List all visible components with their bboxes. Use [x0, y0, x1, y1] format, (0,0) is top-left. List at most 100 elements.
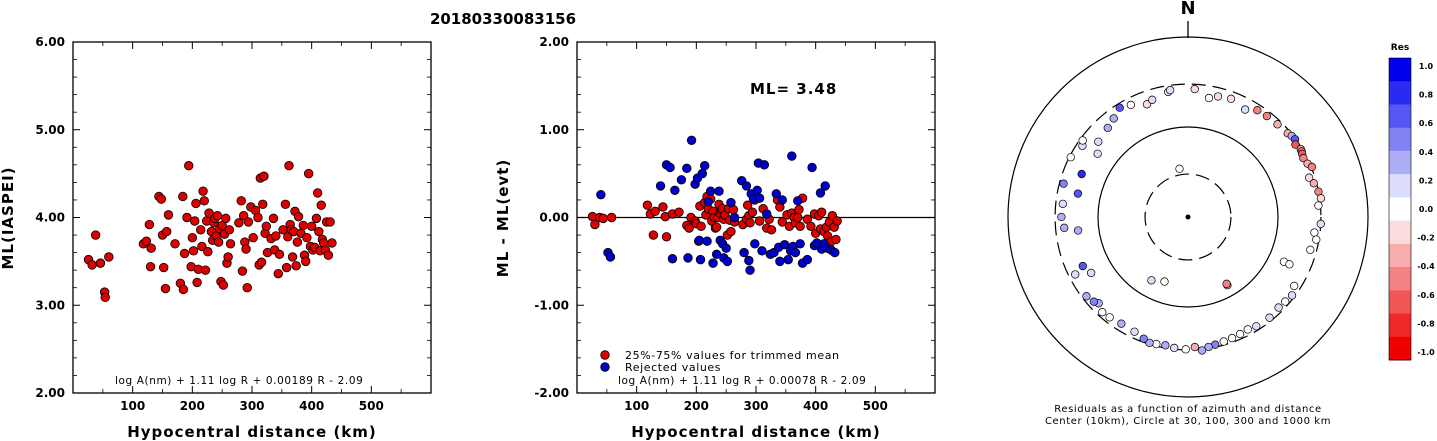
- distance-ring-300: [1054, 83, 1322, 351]
- data-point: [777, 217, 787, 227]
- data-point: [158, 262, 169, 273]
- data-point: [170, 239, 180, 249]
- station-residual-point: [1078, 261, 1087, 271]
- data-point: [757, 246, 767, 256]
- station-residual-point: [1105, 313, 1114, 322]
- data-point: [242, 283, 252, 293]
- station-residual-point: [1299, 154, 1308, 163]
- left-data-points: [83, 161, 337, 303]
- data-point: [605, 252, 616, 262]
- data-point: [182, 212, 192, 223]
- data-point: [754, 193, 765, 203]
- middle-tick-marks: [577, 41, 935, 394]
- colorbar-cell: [1389, 197, 1411, 222]
- data-point: [280, 199, 291, 210]
- station-residual-point: [1086, 268, 1096, 278]
- station-residual-point: [1115, 103, 1124, 112]
- station-residual-point: [1059, 179, 1068, 188]
- colorbar-tick-label: 0.8: [1419, 91, 1434, 100]
- data-point: [684, 223, 694, 233]
- data-point: [744, 255, 754, 266]
- data-point: [191, 198, 201, 209]
- data-point: [655, 181, 666, 191]
- left-tick-marks: [73, 41, 431, 394]
- middle-legend: 25%-75% values for trimmed mean Rejected…: [600, 349, 839, 374]
- x-tick-label: 400: [299, 399, 324, 413]
- data-point: [197, 241, 207, 252]
- data-point: [187, 232, 198, 243]
- data-point: [274, 249, 285, 260]
- data-point: [234, 218, 244, 228]
- data-point: [729, 212, 740, 223]
- distance-ring-1000: [1007, 36, 1369, 398]
- colorbar-cell: [1389, 174, 1411, 198]
- station-residual-point: [1253, 106, 1262, 115]
- data-point: [795, 239, 805, 249]
- data-point: [670, 185, 680, 195]
- colorbar-tick-label: 0.0: [1419, 205, 1434, 214]
- data-point: [179, 248, 190, 259]
- data-point: [306, 221, 317, 231]
- data-point: [314, 226, 324, 237]
- station-residual-point: [1291, 140, 1300, 149]
- data-point: [759, 160, 770, 170]
- data-point: [777, 195, 787, 205]
- data-point: [787, 151, 797, 161]
- polar-center-dot: [1185, 214, 1191, 220]
- data-point: [141, 236, 152, 246]
- data-point: [697, 168, 708, 179]
- station-residual-point: [1160, 277, 1169, 286]
- station-residual-point: [1094, 137, 1103, 146]
- station-residual-point: [1089, 297, 1099, 306]
- colorbar-tick-label: -1.0: [1417, 348, 1435, 357]
- data-point: [312, 188, 323, 198]
- y-tick-label: -1.00: [534, 298, 569, 312]
- colorbar-cell: [1389, 58, 1411, 82]
- station-residual-point: [1071, 270, 1080, 279]
- data-point: [699, 161, 710, 171]
- left-y-tick-labels: 2.00 3.00 4.00 5.00 6.00: [35, 35, 65, 400]
- station-residual-point: [1152, 339, 1161, 349]
- data-point: [726, 197, 736, 208]
- left-x-axis-label: Hypocentral distance (km): [127, 423, 377, 441]
- data-point: [146, 243, 156, 253]
- data-point: [714, 186, 724, 196]
- station-residual-point: [1147, 276, 1156, 285]
- data-point: [771, 189, 781, 199]
- x-tick-label: 400: [803, 399, 828, 413]
- data-point: [293, 211, 304, 222]
- data-point: [248, 232, 258, 243]
- data-point: [258, 199, 268, 210]
- data-point: [156, 194, 167, 204]
- station-residual-point: [1314, 201, 1323, 210]
- data-point: [742, 200, 753, 210]
- data-point: [703, 197, 713, 207]
- station-residual-point: [1098, 308, 1107, 317]
- data-point: [284, 161, 294, 171]
- polar-caption-line-1: Residuals as a function of azimuth and d…: [1054, 404, 1322, 415]
- station-residual-point: [1190, 342, 1199, 352]
- data-point: [291, 261, 301, 271]
- data-point: [661, 232, 672, 242]
- y-tick-label: -2.00: [534, 386, 569, 400]
- data-point: [218, 280, 229, 290]
- station-residual-point: [1235, 329, 1245, 339]
- data-point: [87, 260, 97, 270]
- station-residual-point: [1057, 212, 1066, 222]
- data-point: [815, 188, 826, 198]
- x-tick-label: 300: [239, 399, 264, 413]
- polar-caption-line-2: Center (10km), Circle at 30, 100, 300 an…: [1045, 416, 1331, 427]
- station-residual-point: [1175, 164, 1184, 173]
- data-point: [163, 210, 174, 220]
- data-point: [145, 261, 156, 272]
- x-tick-label: 300: [743, 399, 768, 413]
- station-residual-point: [1181, 345, 1190, 354]
- station-residual-point: [1139, 334, 1148, 343]
- data-point: [212, 211, 223, 221]
- station-residual-point: [1204, 342, 1213, 352]
- data-point: [741, 181, 752, 191]
- data-point: [794, 204, 804, 215]
- data-point: [708, 258, 718, 268]
- y-tick-label: 2.00: [539, 35, 569, 49]
- polar-residual-panel: N Residuals as a function of azimuth and…: [1007, 0, 1369, 427]
